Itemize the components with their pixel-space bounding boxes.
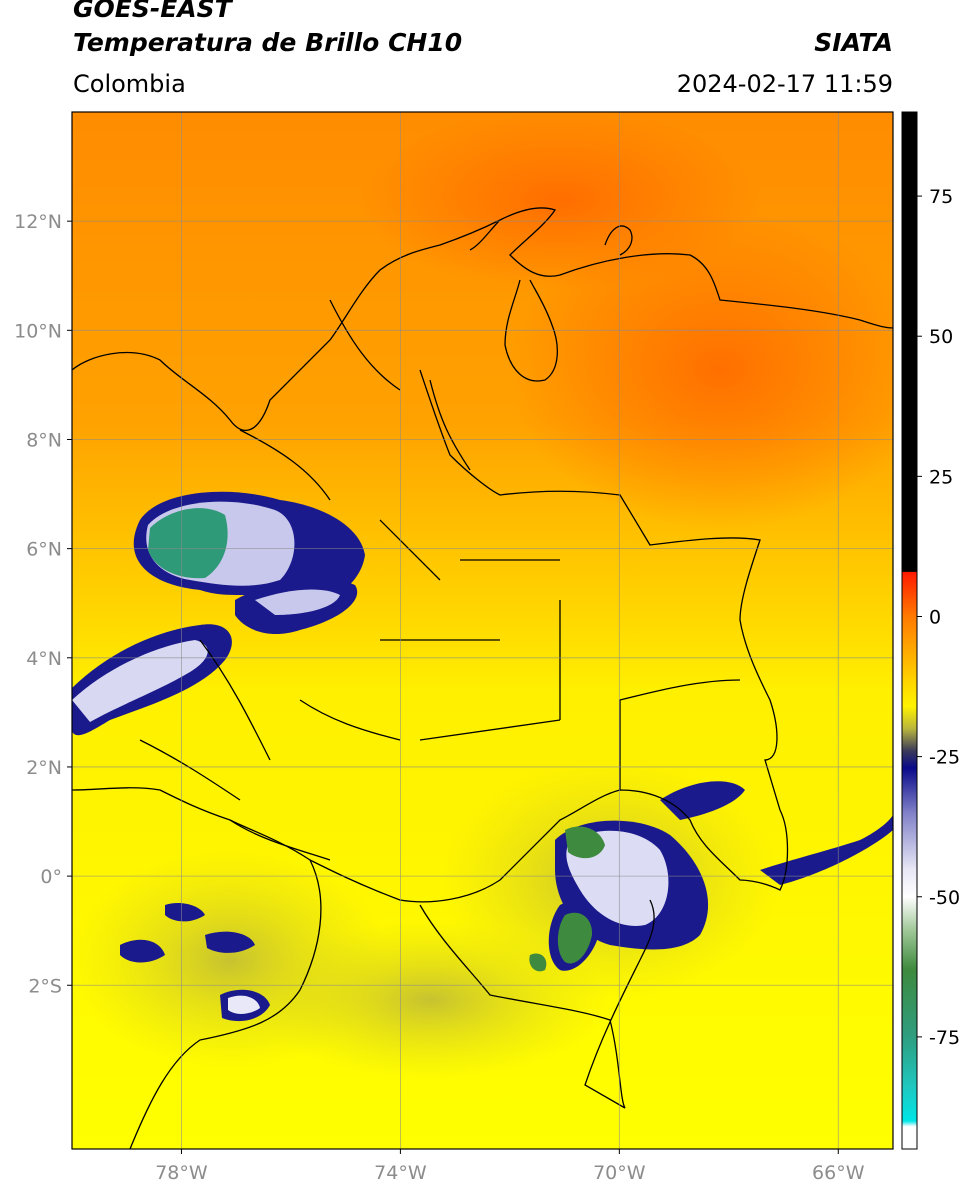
lon-tick-label: 66°W bbox=[812, 1162, 865, 1184]
longitude-ticks: 78°W 74°W 70°W 66°W bbox=[155, 1149, 865, 1184]
colombia-border bbox=[72, 369, 789, 903]
colorbar-ticks: 75 50 25 0 -25 -50 -75 bbox=[917, 186, 960, 1049]
lat-tick-label: 0° bbox=[40, 866, 62, 888]
lon-tick-label: 78°W bbox=[155, 1162, 208, 1184]
graticule bbox=[72, 112, 893, 1149]
colorbar-tick-label: -25 bbox=[929, 747, 960, 769]
lat-tick-label: 2°N bbox=[26, 757, 62, 779]
colorbar: 75 50 25 0 -25 -50 -75 bbox=[901, 111, 960, 1150]
colorbar-tick-label: -75 bbox=[929, 1027, 960, 1049]
product-title: Temperatura de Brillo CH10 bbox=[73, 28, 463, 57]
satellite-title: GOES-EAST bbox=[73, 0, 232, 23]
colorbar-tick-label: 25 bbox=[929, 466, 953, 488]
colorbar-tick-label: -50 bbox=[929, 887, 960, 909]
lat-tick-label: 8°N bbox=[26, 429, 62, 451]
lat-tick-label: 2°S bbox=[28, 975, 62, 997]
map-panel bbox=[72, 112, 893, 1149]
lon-tick-label: 70°W bbox=[593, 1162, 646, 1184]
timestamp-label: 2024-02-17 11:59 bbox=[676, 70, 893, 98]
latitude-ticks: 12°N 10°N 8°N 6°N 4°N 2°N 0° 2°S bbox=[14, 211, 72, 997]
colombia-peru-border bbox=[419, 899, 655, 1109]
colorbar-scale bbox=[901, 111, 918, 1150]
coastline bbox=[604, 225, 633, 256]
lat-tick-label: 12°N bbox=[14, 211, 62, 233]
organization-label: SIATA bbox=[814, 28, 893, 57]
lat-tick-label: 4°N bbox=[26, 648, 62, 670]
region-label: Colombia bbox=[73, 70, 186, 98]
department-borders bbox=[379, 219, 501, 581]
lat-tick-label: 6°N bbox=[26, 539, 62, 561]
lat-tick-label: 10°N bbox=[14, 320, 62, 342]
borders bbox=[72, 207, 893, 1149]
ecuador-peru-border bbox=[129, 859, 322, 1149]
cloud-cluster-northwest bbox=[72, 491, 365, 736]
map-frame bbox=[71, 111, 894, 1150]
department-borders bbox=[139, 299, 741, 861]
lake-maracaibo-outline bbox=[504, 279, 558, 382]
cloud-cluster-southeast bbox=[529, 781, 893, 972]
colorbar-tick-label: 50 bbox=[929, 326, 953, 348]
warm-region bbox=[510, 210, 893, 530]
colorbar-tick-label: 75 bbox=[929, 186, 953, 208]
warm-region bbox=[360, 112, 760, 290]
lon-tick-label: 74°W bbox=[374, 1162, 427, 1184]
cloud-cluster-southwest bbox=[120, 903, 270, 1022]
colorbar-tick-label: 0 bbox=[929, 606, 941, 628]
